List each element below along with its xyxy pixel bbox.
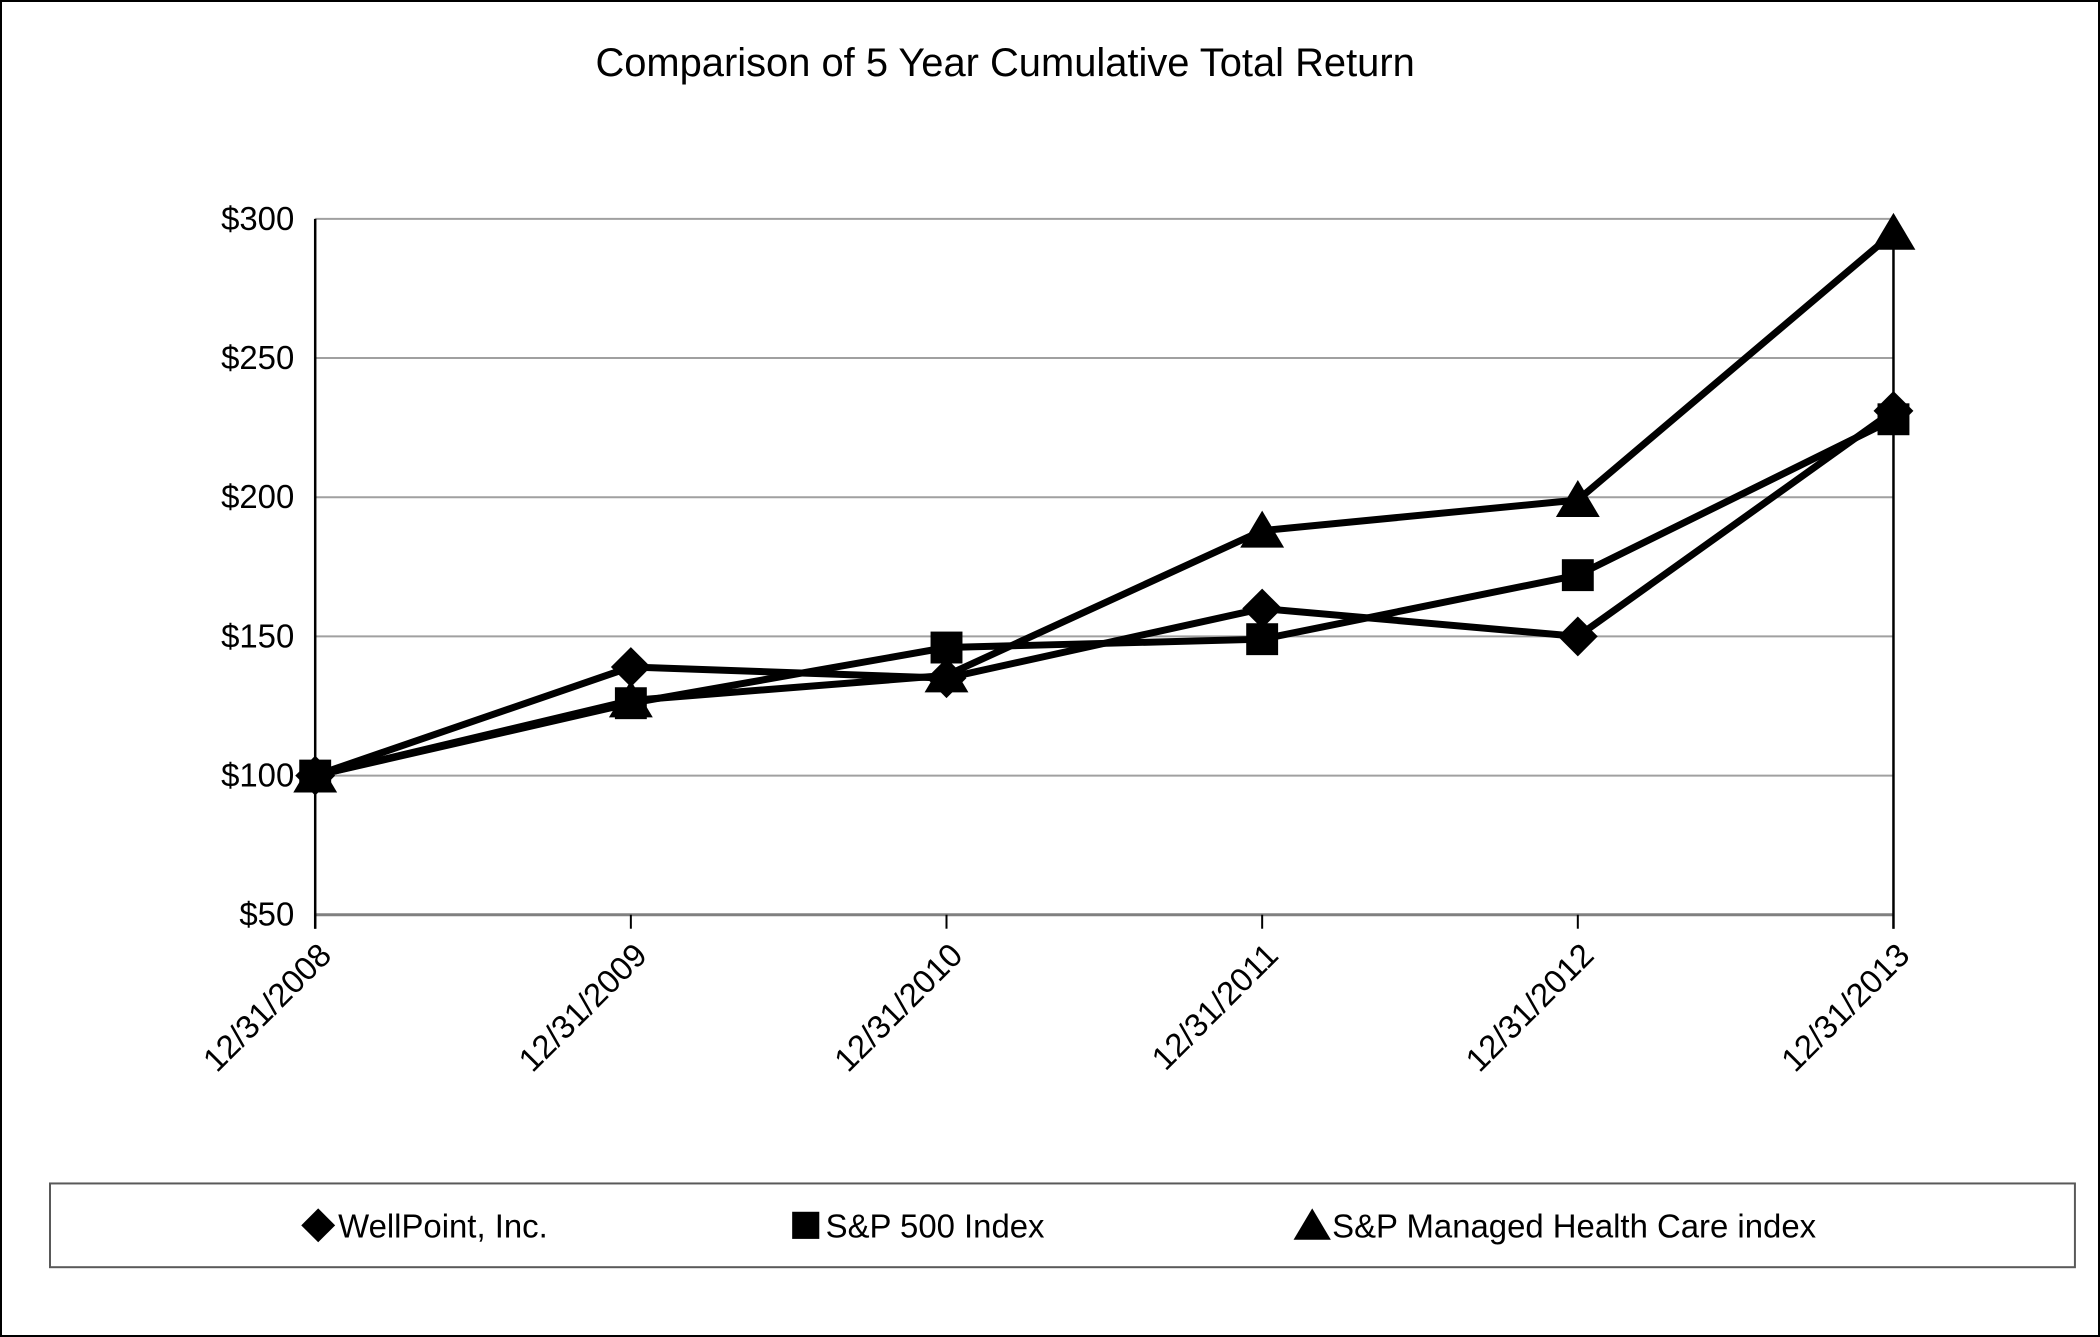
data-point-marker-triangle <box>1555 480 1600 517</box>
data-point-marker-square <box>930 631 963 664</box>
data-point-marker-diamond <box>1242 588 1283 629</box>
data-point-marker-square <box>1561 559 1594 592</box>
legend-label: WellPoint, Inc. <box>338 1207 548 1244</box>
y-axis-label: $300 <box>221 200 294 237</box>
data-point-marker-diamond <box>610 647 651 687</box>
y-axis-label: $50 <box>239 896 294 933</box>
x-axis-label: 12/31/2013 <box>1774 936 1917 1079</box>
x-axis-label: 12/31/2012 <box>1458 936 1601 1079</box>
data-point-marker-diamond <box>1873 390 1914 431</box>
y-axis-label: $150 <box>221 617 294 654</box>
chart-title: Comparison of 5 Year Cumulative Total Re… <box>595 41 1414 85</box>
x-axis-label: 12/31/2009 <box>511 936 654 1079</box>
legend-marker-square <box>792 1211 820 1239</box>
data-point-marker-triangle <box>1871 212 1916 250</box>
data-point-marker-diamond <box>926 658 967 699</box>
legend-box <box>49 1182 2076 1269</box>
data-point-marker-triangle <box>1240 510 1285 548</box>
series-line-triangle <box>314 230 1896 779</box>
legend-marker-diamond <box>301 1208 336 1243</box>
data-point-marker-square <box>614 687 647 720</box>
data-point-marker-diamond <box>295 755 336 796</box>
y-axis-label: $250 <box>221 339 294 376</box>
data-point-marker-square <box>1246 623 1279 656</box>
x-axis-label: 12/31/2010 <box>827 936 970 1079</box>
y-axis-label: $100 <box>221 757 294 794</box>
x-axis-label: 12/31/2011 <box>1144 936 1285 1077</box>
x-axis-label: 12/31/2008 <box>196 936 339 1079</box>
legend-label: S&P Managed Health Care index <box>1332 1207 1816 1244</box>
data-point-marker-diamond <box>1557 616 1598 657</box>
y-axis-label: $200 <box>221 478 294 515</box>
legend-marker-triangle <box>1293 1208 1331 1240</box>
legend-label: S&P 500 Index <box>826 1207 1045 1244</box>
